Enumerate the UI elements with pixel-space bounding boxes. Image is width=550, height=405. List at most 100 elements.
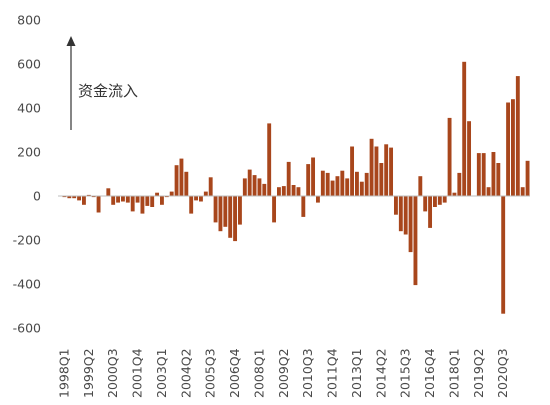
y-tick-label: 0 xyxy=(33,189,41,204)
bar xyxy=(155,192,160,196)
bar xyxy=(130,196,135,212)
bar xyxy=(476,153,481,196)
bar xyxy=(106,188,111,196)
bar xyxy=(447,117,452,196)
bar xyxy=(525,160,530,196)
bar xyxy=(218,196,223,232)
bar xyxy=(306,164,311,196)
bar xyxy=(481,153,486,196)
x-axis: 1998Q1 1999Q2 2000Q3 2001Q4 2003Q1 2004Q2 2005… xyxy=(56,348,510,398)
bar xyxy=(199,196,203,202)
bar xyxy=(418,176,423,196)
x-tick-label: 2020Q3 xyxy=(495,348,510,398)
bar xyxy=(345,178,350,196)
bar xyxy=(145,196,150,206)
bar xyxy=(325,172,330,196)
bar xyxy=(462,61,467,196)
bar xyxy=(116,196,121,203)
x-tick-label: 2008Q1 xyxy=(251,348,266,398)
bar xyxy=(208,177,213,196)
bar xyxy=(242,178,247,196)
bar xyxy=(247,169,252,196)
bar xyxy=(184,171,189,196)
bar xyxy=(330,180,335,196)
bar xyxy=(96,196,101,213)
x-tick-label: 2004Q2 xyxy=(178,348,193,398)
bar xyxy=(340,170,345,196)
bars xyxy=(62,61,530,314)
y-tick-label: -600 xyxy=(13,321,41,336)
bar xyxy=(164,196,169,198)
bar xyxy=(189,196,194,214)
annotation: 资金流入 xyxy=(66,36,138,130)
bar xyxy=(423,196,428,212)
bar xyxy=(77,196,82,201)
bar xyxy=(62,196,67,198)
bar xyxy=(286,161,291,196)
bar xyxy=(281,186,286,196)
x-tick-label: 1998Q1 xyxy=(56,348,71,398)
y-tick-label: 400 xyxy=(17,101,41,116)
bar xyxy=(213,196,218,223)
bar xyxy=(408,196,413,253)
bar xyxy=(140,196,145,214)
bar xyxy=(121,196,125,202)
x-tick-label: 2016Q4 xyxy=(422,348,437,398)
x-tick-label: 1999Q2 xyxy=(81,348,96,398)
bar xyxy=(228,196,233,238)
bar xyxy=(491,152,496,196)
bar xyxy=(311,157,316,196)
bar xyxy=(350,146,355,196)
bar xyxy=(457,172,462,196)
x-tick-label: 2010Q3 xyxy=(300,348,315,398)
bar xyxy=(233,196,238,242)
bar xyxy=(291,185,296,196)
bar xyxy=(82,196,86,205)
bar xyxy=(442,196,447,203)
bar xyxy=(335,176,340,196)
bar xyxy=(413,196,418,286)
inflow-arrow-icon xyxy=(66,36,76,46)
bar xyxy=(467,121,472,196)
x-tick-label: 2009Q2 xyxy=(276,348,291,398)
bar xyxy=(379,163,384,196)
bar xyxy=(252,175,257,196)
inflow-annotation-label: 资金流入 xyxy=(78,82,138,100)
y-axis: 800 600 400 200 0 -200 -400 -600 xyxy=(13,13,41,336)
x-tick-label: 2005Q3 xyxy=(203,348,218,398)
x-tick-label: 2015Q3 xyxy=(398,348,413,398)
bar xyxy=(320,170,325,196)
bar xyxy=(125,196,130,203)
bar xyxy=(91,196,96,198)
bar xyxy=(194,196,199,201)
bar xyxy=(316,196,320,203)
x-tick-label: 2014Q2 xyxy=(373,348,388,398)
bar xyxy=(160,196,164,205)
bar xyxy=(496,163,501,196)
bar xyxy=(111,196,116,205)
bar xyxy=(501,196,506,314)
x-tick-label: 2011Q4 xyxy=(325,348,340,398)
x-tick-label: 2013Q1 xyxy=(349,348,364,398)
bar xyxy=(394,196,398,215)
bar xyxy=(389,147,394,196)
bar xyxy=(72,196,77,199)
bar xyxy=(359,181,364,196)
y-tick-label: -400 xyxy=(13,277,41,292)
bar xyxy=(267,123,272,196)
bar xyxy=(403,196,408,235)
y-tick-label: -200 xyxy=(13,233,41,248)
bar xyxy=(67,196,72,199)
y-tick-label: 800 xyxy=(17,13,41,28)
x-tick-label: 2001Q4 xyxy=(130,348,145,398)
y-tick-label: 600 xyxy=(17,57,41,72)
bar xyxy=(384,144,389,196)
bar xyxy=(452,192,457,196)
bar xyxy=(86,194,91,196)
bar xyxy=(179,158,184,196)
bar xyxy=(223,196,228,227)
bar xyxy=(135,196,140,203)
bar xyxy=(238,196,242,225)
